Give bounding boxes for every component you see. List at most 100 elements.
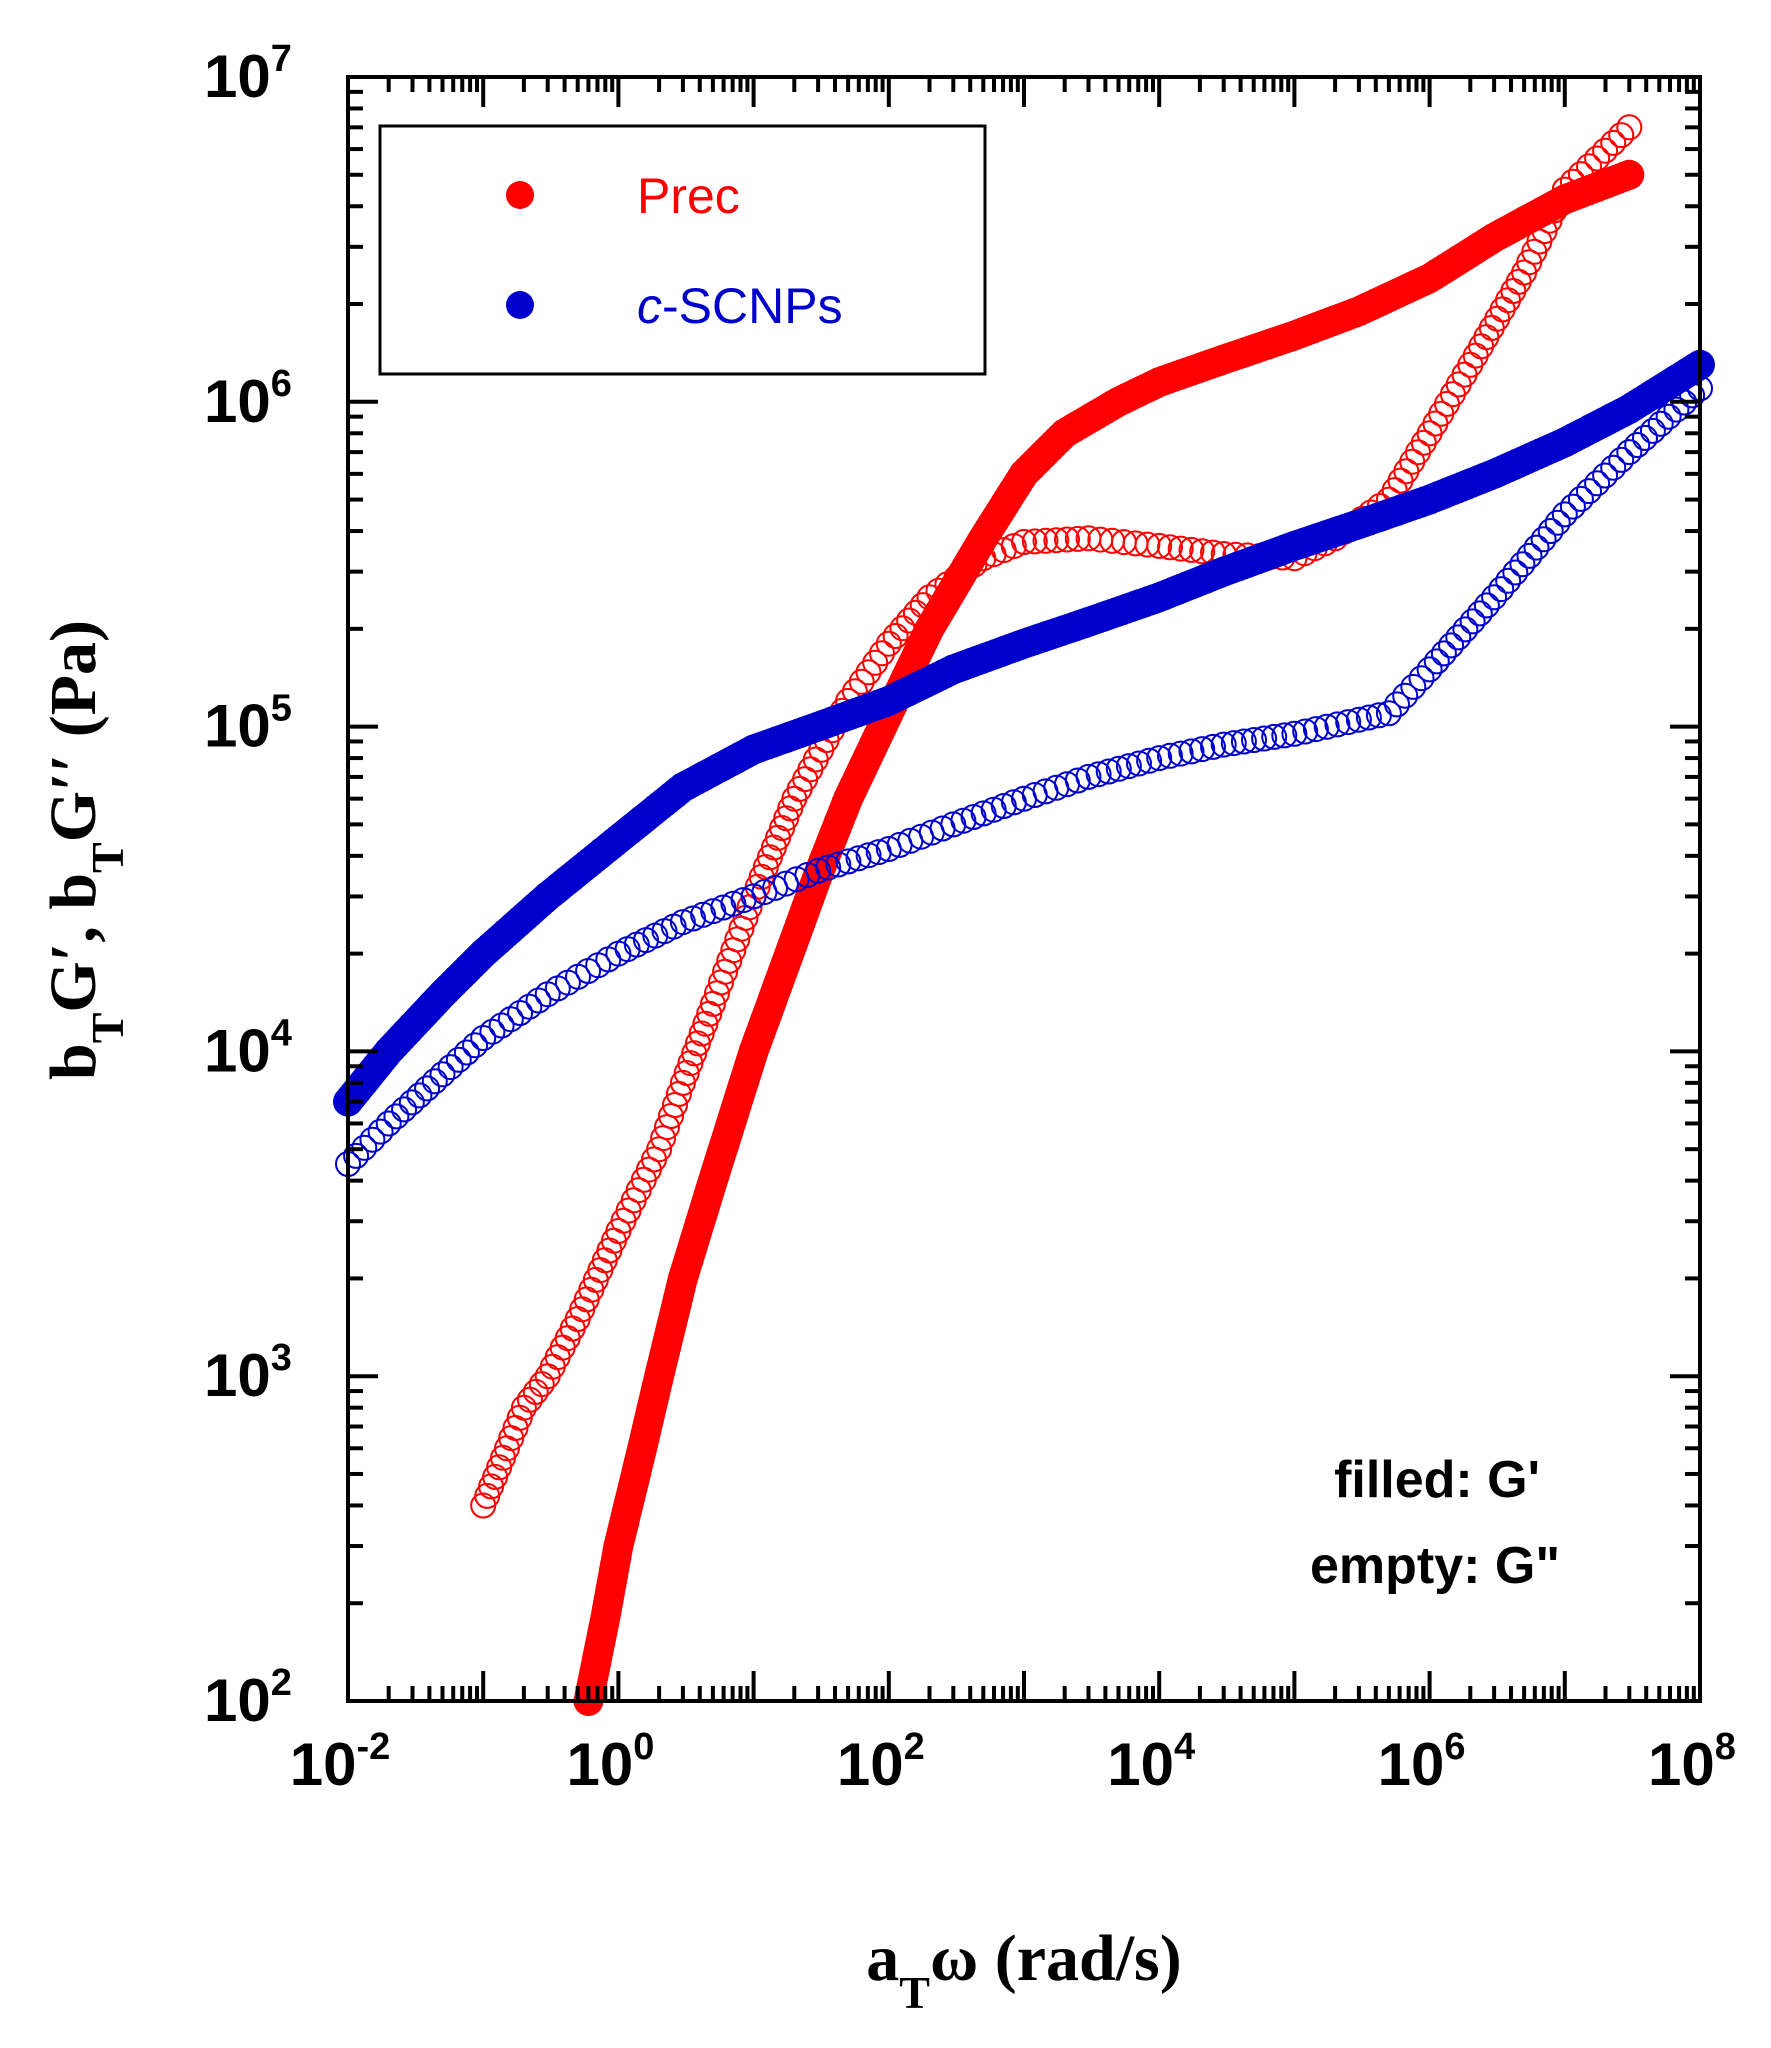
point [1115, 753, 1142, 780]
point [1509, 551, 1536, 578]
point [1608, 446, 1635, 473]
point [497, 1006, 524, 1033]
point [445, 1046, 472, 1073]
point [1647, 410, 1674, 437]
axis-ticks [346, 77, 1700, 1703]
legend-label-prec: Prec [637, 168, 740, 224]
point [1375, 700, 1402, 727]
point [1157, 742, 1183, 769]
x-tick-label: 100 [566, 1726, 654, 1798]
point [845, 845, 872, 872]
point [1345, 706, 1372, 733]
point [1178, 738, 1205, 765]
point [952, 558, 979, 585]
point [1608, 122, 1635, 149]
x-tick-label: 104 [1107, 1726, 1195, 1798]
point [1241, 727, 1267, 753]
point [1559, 168, 1586, 195]
point [1134, 531, 1161, 558]
point [470, 1025, 497, 1051]
series-2 [333, 349, 1715, 1117]
point [950, 807, 977, 834]
point [1200, 733, 1226, 760]
point [1452, 616, 1479, 643]
point [1392, 682, 1419, 709]
point [1064, 767, 1091, 794]
point [1488, 576, 1515, 603]
series-3 [335, 375, 1713, 1177]
point [669, 909, 696, 936]
point [1271, 722, 1298, 749]
point [507, 1000, 534, 1026]
point [1551, 501, 1578, 528]
point [1530, 526, 1557, 553]
point [1576, 153, 1602, 180]
point [1251, 725, 1278, 752]
point [960, 804, 987, 830]
point [1632, 424, 1658, 451]
point [1616, 114, 1643, 141]
point [383, 1103, 410, 1130]
point [1011, 529, 1037, 555]
point [1064, 525, 1091, 552]
y-tick-label: 106 [204, 363, 292, 435]
point [1466, 600, 1493, 627]
x-tick-label: 108 [1648, 1726, 1736, 1798]
point [1592, 462, 1619, 489]
y-tick-label: 102 [204, 1662, 292, 1734]
point [1567, 485, 1594, 512]
point [925, 577, 952, 604]
point [1146, 532, 1173, 559]
point [1095, 758, 1122, 785]
y-tick-label: 104 [204, 1012, 292, 1084]
point [1178, 536, 1205, 563]
point [1230, 728, 1257, 755]
point [855, 659, 882, 686]
annotation: filled: G' empty: G" [1310, 1451, 1560, 1595]
point [855, 842, 882, 869]
point [1146, 745, 1173, 772]
point [1335, 709, 1362, 736]
annotation-empty: empty: G" [1310, 1537, 1560, 1595]
point [1584, 145, 1611, 172]
point [1384, 691, 1410, 718]
y-tick-label: 107 [204, 38, 292, 110]
point [805, 857, 832, 884]
point [1551, 176, 1578, 203]
point [479, 1018, 506, 1045]
point [825, 851, 852, 878]
point [1537, 518, 1564, 544]
point [421, 1068, 448, 1095]
point [700, 898, 727, 925]
point [1502, 559, 1529, 586]
series-0 [573, 159, 1645, 1716]
point [1616, 439, 1643, 466]
annotation-filled: filled: G' [1334, 1451, 1540, 1509]
point [1438, 632, 1465, 659]
point [815, 854, 842, 881]
y-tick-label: 105 [204, 688, 292, 760]
x-tick-label: 10-2 [290, 1726, 391, 1798]
point [1430, 640, 1457, 667]
point [1281, 720, 1308, 747]
point [1600, 454, 1627, 481]
point [1302, 716, 1329, 743]
point [1639, 417, 1666, 444]
point [1292, 718, 1319, 745]
point [429, 1061, 456, 1088]
point [1544, 509, 1571, 536]
point [1408, 665, 1435, 692]
point [1054, 526, 1080, 553]
point [516, 993, 543, 1020]
point [343, 1142, 370, 1169]
point [889, 615, 916, 642]
point [1416, 656, 1443, 683]
point [1576, 478, 1602, 505]
point [1210, 731, 1237, 758]
point [1189, 736, 1216, 763]
x-tick-label: 106 [1378, 1726, 1466, 1798]
point [1324, 711, 1351, 738]
point [909, 592, 936, 619]
point [488, 1012, 515, 1039]
